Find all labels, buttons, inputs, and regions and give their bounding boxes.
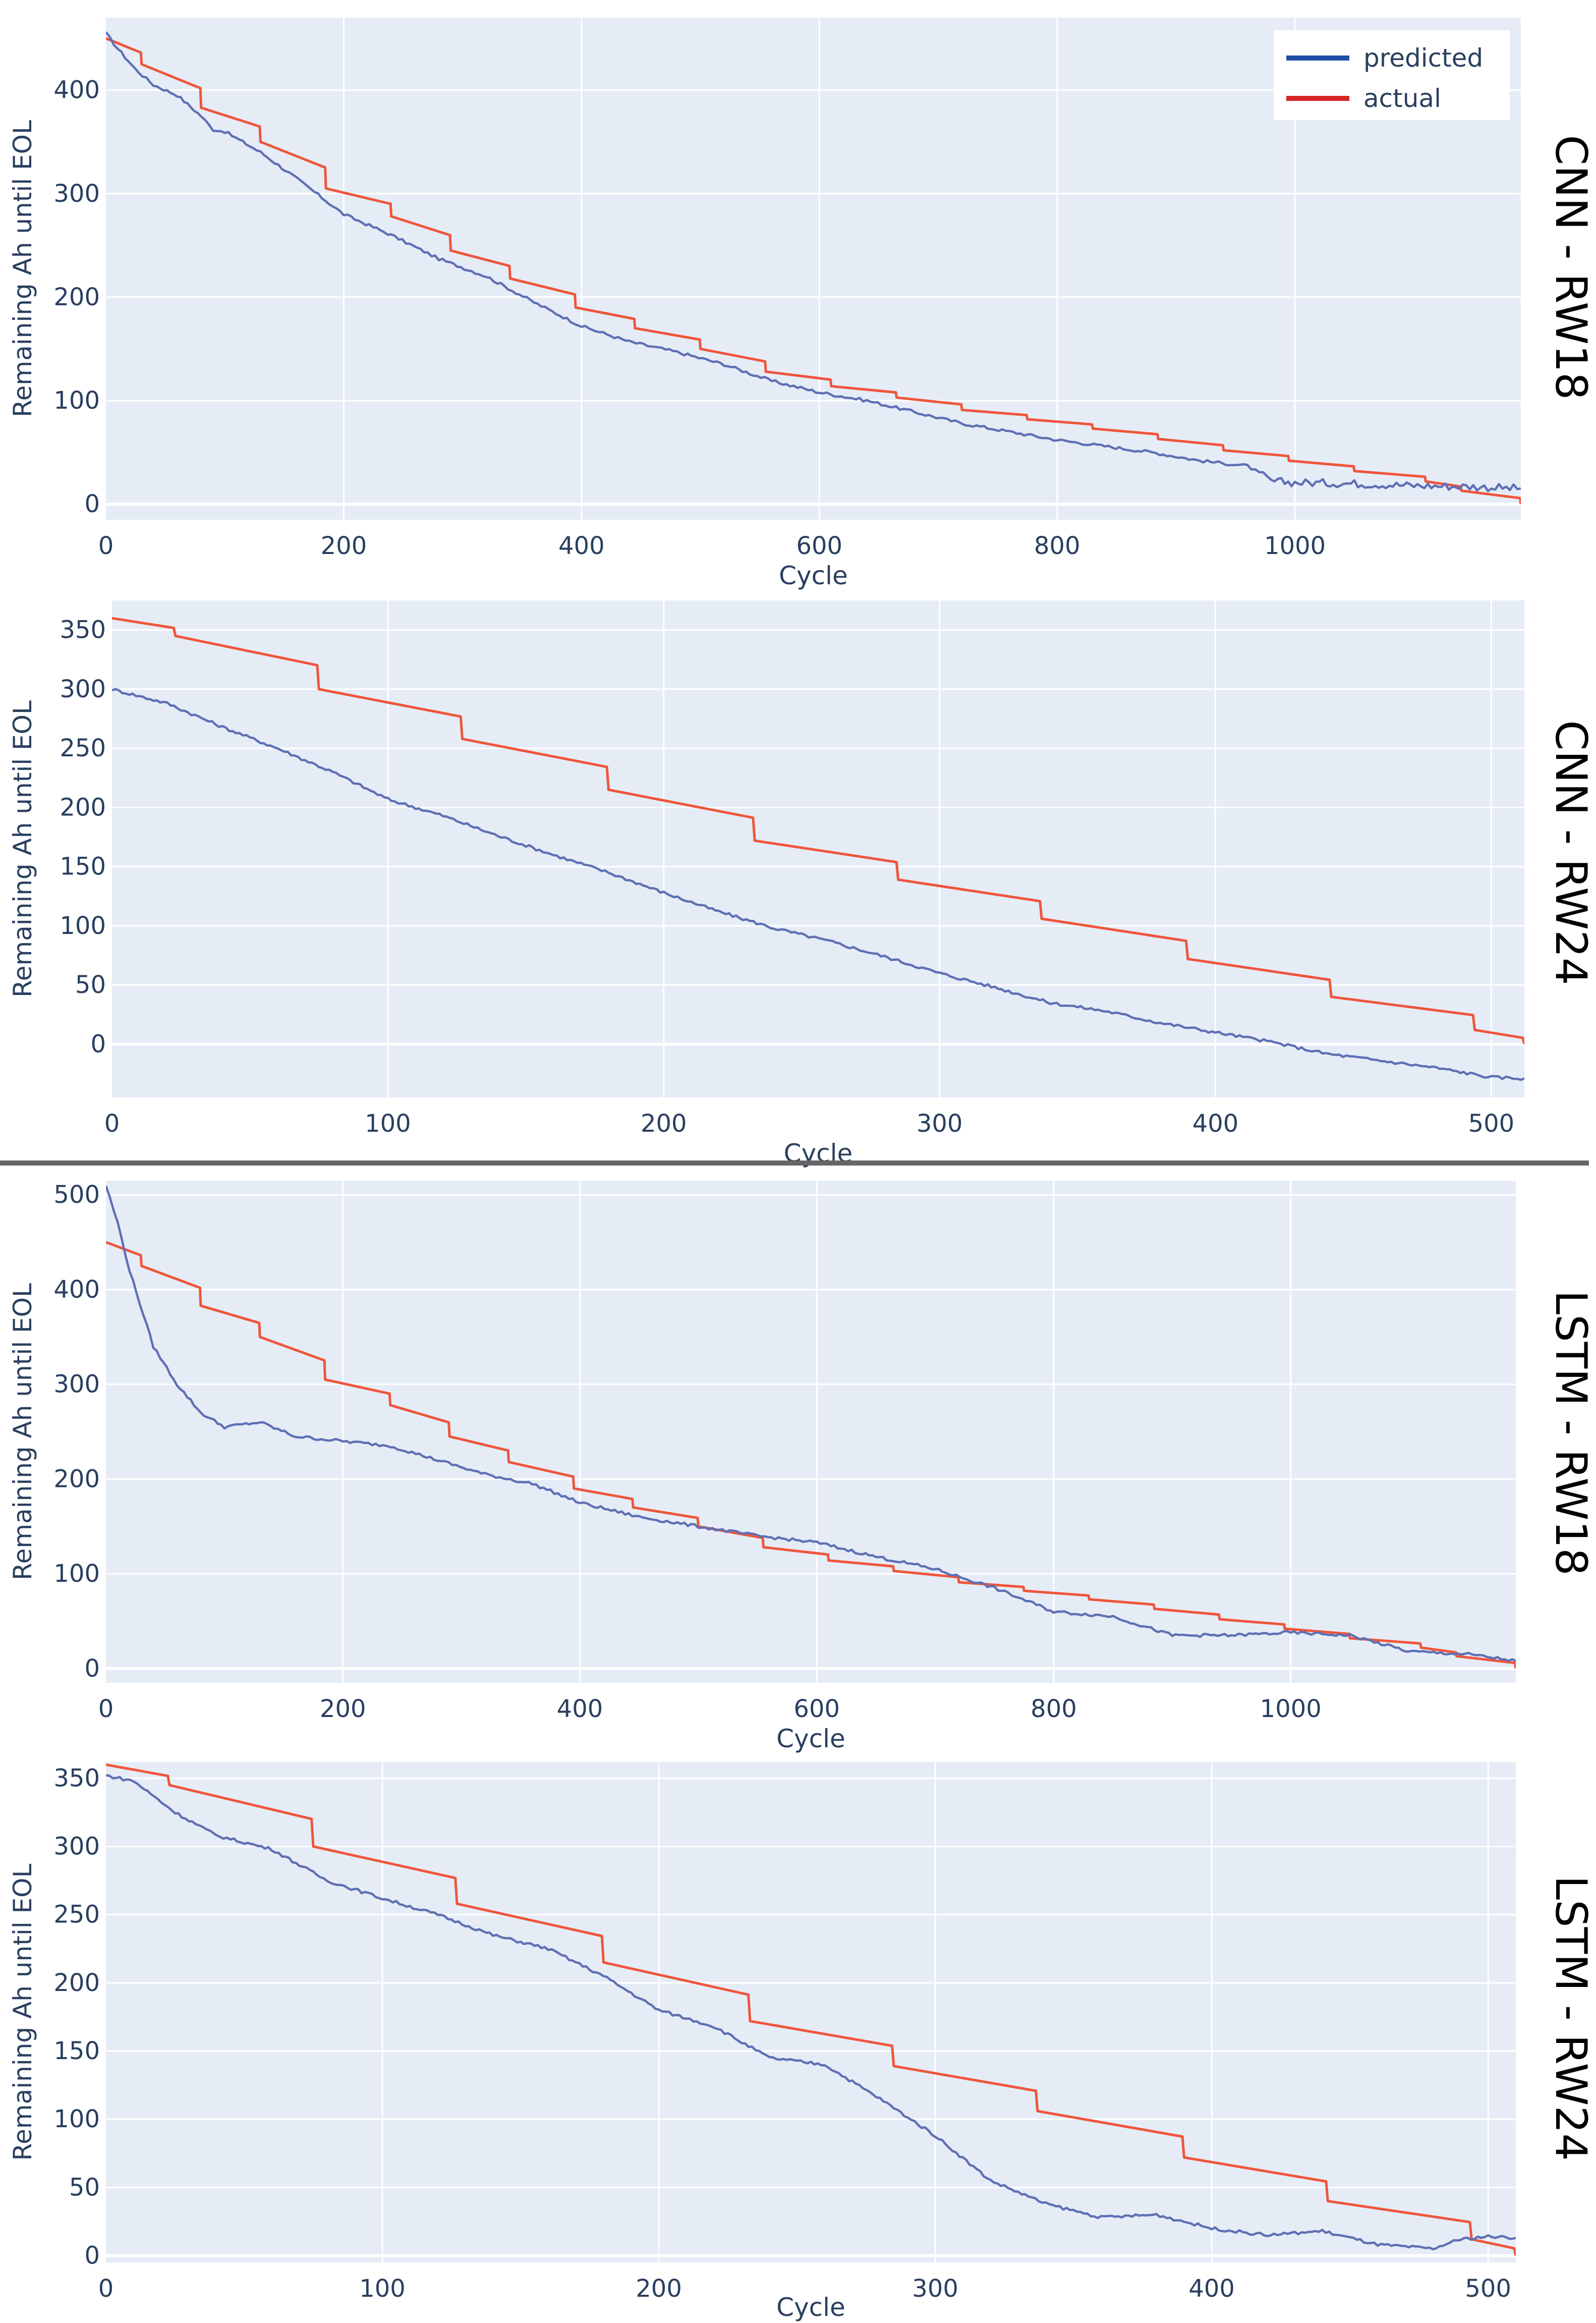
x-tick-label: 0	[98, 1695, 114, 1723]
y-tick-label: 350	[53, 1764, 100, 1792]
y-tick-label: 100	[53, 1560, 100, 1588]
legend-label-predicted: predicted	[1363, 43, 1483, 73]
y-tick-label: 50	[75, 971, 106, 999]
y-axis-title: Remaining Ah until EOL	[8, 1283, 37, 1580]
legend-label-actual: actual	[1363, 84, 1441, 113]
predicted-series-line	[106, 1774, 1516, 2251]
chart-panel-3: 0 200 400 600 800 1000 0 100 200 300 400 500 Cycle Re…	[8, 1181, 1596, 1753]
panel-label: LSTM - RW18	[1546, 1290, 1596, 1576]
y-tick-label: 150	[60, 853, 106, 881]
x-axis-title: Cycle	[776, 2293, 845, 2322]
y-tick-label: 0	[84, 2241, 100, 2270]
x-tick-label: 200	[641, 1110, 687, 1138]
y-tick-label: 100	[53, 2105, 100, 2133]
x-tick-label: 400	[1192, 1110, 1239, 1138]
y-tick-label: 100	[60, 912, 106, 940]
predicted-series-line	[112, 688, 1524, 1081]
y-tick-label: 300	[53, 1833, 100, 1861]
x-tick-label: 600	[793, 1695, 840, 1723]
actual-series-line	[106, 1241, 1516, 1669]
y-tick-label: 200	[60, 793, 106, 821]
chart-panel-1: 0 200 400 600 800 1000 0 100 200 300 400 Cycle Remai…	[8, 18, 1596, 590]
x-tick-label: 400	[1188, 2275, 1235, 2303]
x-tick-label: 0	[98, 2275, 114, 2303]
plot-area	[112, 600, 1524, 1097]
y-axis-title: Remaining Ah until EOL	[8, 120, 37, 417]
actual-series-line	[112, 617, 1524, 1045]
panel-label: CNN - RW24	[1546, 720, 1596, 985]
x-tick-label: 300	[917, 1110, 963, 1138]
y-tick-label: 200	[53, 1969, 100, 1997]
x-tick-label: 0	[104, 1110, 120, 1138]
y-tick-label: 300	[53, 180, 100, 208]
y-tick-label: 500	[53, 1181, 100, 1209]
x-tick-label: 200	[320, 1695, 366, 1723]
y-tick-label: 0	[84, 1654, 100, 1683]
x-tick-label: 0	[98, 532, 114, 560]
predicted-series-line	[106, 31, 1521, 492]
x-tick-label: 1000	[1264, 532, 1326, 560]
panel-label: CNN - RW18	[1546, 135, 1596, 400]
x-tick-label: 100	[365, 1110, 411, 1138]
panel-label: LSTM - RW24	[1546, 1875, 1596, 2161]
legend: predicted actual	[1274, 30, 1510, 120]
y-tick-label: 0	[84, 490, 100, 518]
x-tick-label: 300	[912, 2275, 958, 2303]
x-tick-label: 800	[1034, 532, 1080, 560]
y-tick-label: 0	[90, 1030, 106, 1058]
y-axis-title: Remaining Ah until EOL	[8, 1864, 37, 2161]
actual-series-line	[106, 1763, 1516, 2256]
y-tick-label: 300	[53, 1370, 100, 1399]
y-tick-label: 200	[53, 1465, 100, 1493]
y-tick-label: 350	[60, 616, 106, 644]
x-tick-label: 400	[557, 1695, 603, 1723]
x-tick-label: 1000	[1260, 1695, 1322, 1723]
x-axis-title: Cycle	[779, 561, 848, 590]
x-tick-label: 200	[321, 532, 367, 560]
y-tick-label: 200	[53, 283, 100, 311]
x-tick-label: 400	[558, 532, 605, 560]
x-tick-label: 600	[796, 532, 842, 560]
predicted-series-line	[106, 1185, 1516, 1663]
y-tick-label: 150	[53, 2037, 100, 2065]
x-tick-label: 500	[1465, 2275, 1511, 2303]
chart-panel-4: 0 100 200 300 400 500 0 50 100 150 200 250 300 350 Cyc…	[8, 1762, 1596, 2322]
x-tick-label: 200	[636, 2275, 682, 2303]
x-tick-label: 800	[1031, 1695, 1077, 1723]
y-axis-title: Remaining Ah until EOL	[8, 700, 37, 998]
y-tick-label: 250	[60, 734, 106, 762]
plot-area	[106, 1181, 1516, 1683]
chart-panel-2: 0 100 200 300 400 500050100150200250300350Cyc…	[8, 600, 1596, 1168]
y-tick-label: 400	[53, 76, 100, 104]
panels: 0 200 400 600 800 10000100200300400CycleRemai…	[8, 18, 1596, 2322]
y-tick-label: 400	[53, 1276, 100, 1304]
y-tick-label: 300	[60, 675, 106, 703]
x-tick-label: 500	[1468, 1110, 1515, 1138]
legend-box	[1274, 30, 1510, 120]
x-axis-title: Cycle	[776, 1724, 845, 1753]
y-tick-label: 50	[69, 2173, 100, 2201]
x-tick-label: 100	[359, 2275, 406, 2303]
actual-series-line	[106, 37, 1521, 505]
y-tick-label: 250	[53, 1901, 100, 1929]
plot-area	[106, 1762, 1516, 2262]
y-tick-label: 100	[53, 386, 100, 415]
